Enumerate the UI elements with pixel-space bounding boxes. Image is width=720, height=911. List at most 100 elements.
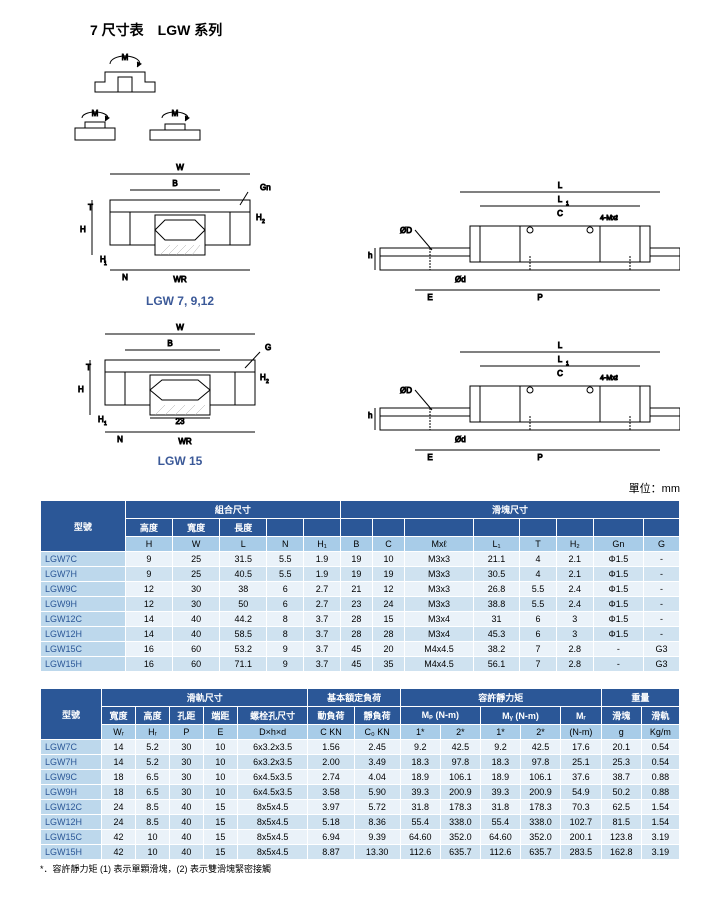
cell: 38.2 — [473, 642, 519, 657]
footnote: *．容許靜力矩 (1) 表示單顆滑塊，(2) 表示雙滑塊緊密接觸 — [40, 862, 680, 875]
cell: LGW7C — [41, 552, 126, 567]
th-col: W — [173, 537, 220, 552]
th-sub — [644, 519, 680, 537]
cell: 200.9 — [520, 785, 560, 800]
cell: 2.1 — [556, 567, 593, 582]
cell: 50 — [220, 597, 267, 612]
svg-text:L: L — [558, 355, 563, 364]
cell: 16 — [125, 657, 172, 672]
cell: 19 — [372, 567, 404, 582]
th-col: g — [601, 725, 641, 740]
cell: 352.0 — [440, 830, 480, 845]
svg-text:H: H — [80, 225, 86, 234]
cell: 1.9 — [304, 552, 341, 567]
cell: 8x5x4.5 — [237, 830, 308, 845]
svg-text:H: H — [78, 385, 84, 394]
cell: 0.54 — [641, 755, 679, 770]
svg-text:P: P — [537, 293, 542, 302]
cell: 42.5 — [440, 740, 480, 755]
svg-text:P: P — [537, 453, 542, 462]
cell: 50.2 — [601, 785, 641, 800]
svg-text:E: E — [427, 453, 432, 462]
cell: 31.8 — [400, 800, 440, 815]
cell: 102.7 — [561, 815, 602, 830]
cell: 97.8 — [520, 755, 560, 770]
svg-text:B: B — [172, 179, 177, 188]
cell: 4 — [520, 567, 557, 582]
th-sub: 高度 — [136, 707, 170, 725]
cell: 64.60 — [480, 830, 520, 845]
th-sub: 靜負荷 — [354, 707, 400, 725]
th-sub — [593, 519, 643, 537]
cell: 30 — [169, 755, 203, 770]
cell: 60 — [173, 642, 220, 657]
th-sub: 動負荷 — [308, 707, 354, 725]
cell: 3 — [556, 612, 593, 627]
cell: 37.6 — [561, 770, 602, 785]
th-col: C KN — [308, 725, 354, 740]
cell: 44.2 — [220, 612, 267, 627]
cell: 60 — [173, 657, 220, 672]
th-col: P — [169, 725, 203, 740]
cell: - — [593, 657, 643, 672]
cell: Φ1.5 — [593, 567, 643, 582]
svg-text:N: N — [117, 435, 123, 444]
cell: 6 — [520, 627, 557, 642]
cell: 20.1 — [601, 740, 641, 755]
th-col: C₀ KN — [354, 725, 400, 740]
th-col: 2* — [520, 725, 560, 740]
cell: 58.5 — [220, 627, 267, 642]
cell: 3.19 — [641, 830, 679, 845]
th-moment: 容許靜力矩 — [400, 689, 601, 707]
cell: LGW12H — [41, 815, 102, 830]
cell: 28 — [340, 612, 372, 627]
cell: 81.5 — [601, 815, 641, 830]
cell: 64.60 — [400, 830, 440, 845]
moment-diagram-mp: M — [140, 108, 210, 148]
cell: 352.0 — [520, 830, 560, 845]
cell: 178.3 — [440, 800, 480, 815]
cell: 10 — [203, 740, 237, 755]
th-sub: 端距 — [203, 707, 237, 725]
table-row: LGW7C145.230106x3.2x3.51.562.459.242.59.… — [41, 740, 680, 755]
table-row: LGW12C248.540158x5x4.53.975.7231.8178.33… — [41, 800, 680, 815]
moment-diagram-mt: M — [80, 52, 170, 102]
cell: 2.8 — [556, 642, 593, 657]
cell: 3.7 — [304, 657, 341, 672]
svg-text:h: h — [368, 251, 372, 260]
cell: 18.3 — [400, 755, 440, 770]
cell: 18 — [102, 770, 136, 785]
cell: 23 — [340, 597, 372, 612]
th-load: 基本額定負荷 — [308, 689, 400, 707]
cell: 8.5 — [136, 800, 170, 815]
th-sub: 寬度 — [173, 519, 220, 537]
cell: 28 — [372, 627, 404, 642]
cell: 6x3.2x3.5 — [237, 740, 308, 755]
cell: 30 — [173, 582, 220, 597]
front-view-7-9-12: W B Gn — [70, 160, 290, 290]
unit-label: 單位：mm — [40, 480, 680, 496]
cell: - — [644, 597, 680, 612]
cell: 12 — [125, 597, 172, 612]
table-row: LGW7H92540.55.51.91919M3x330.542.1Φ1.5- — [41, 567, 680, 582]
th-sub — [520, 519, 557, 537]
cell: 106.1 — [440, 770, 480, 785]
th-model: 型號 — [41, 689, 102, 740]
side-view-7-9-12: L L1 C 4-Mxℓ ØD — [360, 178, 680, 308]
cell: 10 — [203, 755, 237, 770]
svg-text:G: G — [265, 343, 271, 352]
cell: 26.8 — [473, 582, 519, 597]
cell: M3x4 — [405, 612, 474, 627]
cell: 24 — [102, 800, 136, 815]
cell: 2.4 — [556, 597, 593, 612]
svg-text:N: N — [122, 273, 128, 282]
th-comb: 組合尺寸 — [125, 501, 340, 519]
cell: 3.19 — [641, 845, 679, 860]
svg-text:Ød: Ød — [455, 435, 466, 444]
cell: Φ1.5 — [593, 552, 643, 567]
cell: 10 — [372, 552, 404, 567]
cell: 7 — [520, 642, 557, 657]
th-col: H₁ — [304, 537, 341, 552]
svg-text:2: 2 — [262, 219, 265, 225]
cell: 18.9 — [400, 770, 440, 785]
